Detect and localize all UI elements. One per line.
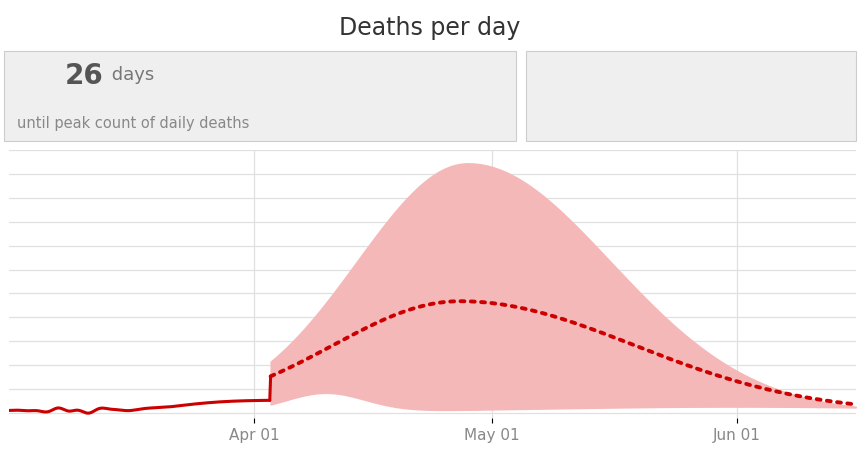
Text: until peak count of daily deaths: until peak count of daily deaths — [17, 116, 249, 131]
Text: Deaths per day: Deaths per day — [340, 16, 520, 40]
Text: 26: 26 — [64, 62, 103, 91]
Text: days: days — [106, 66, 154, 84]
